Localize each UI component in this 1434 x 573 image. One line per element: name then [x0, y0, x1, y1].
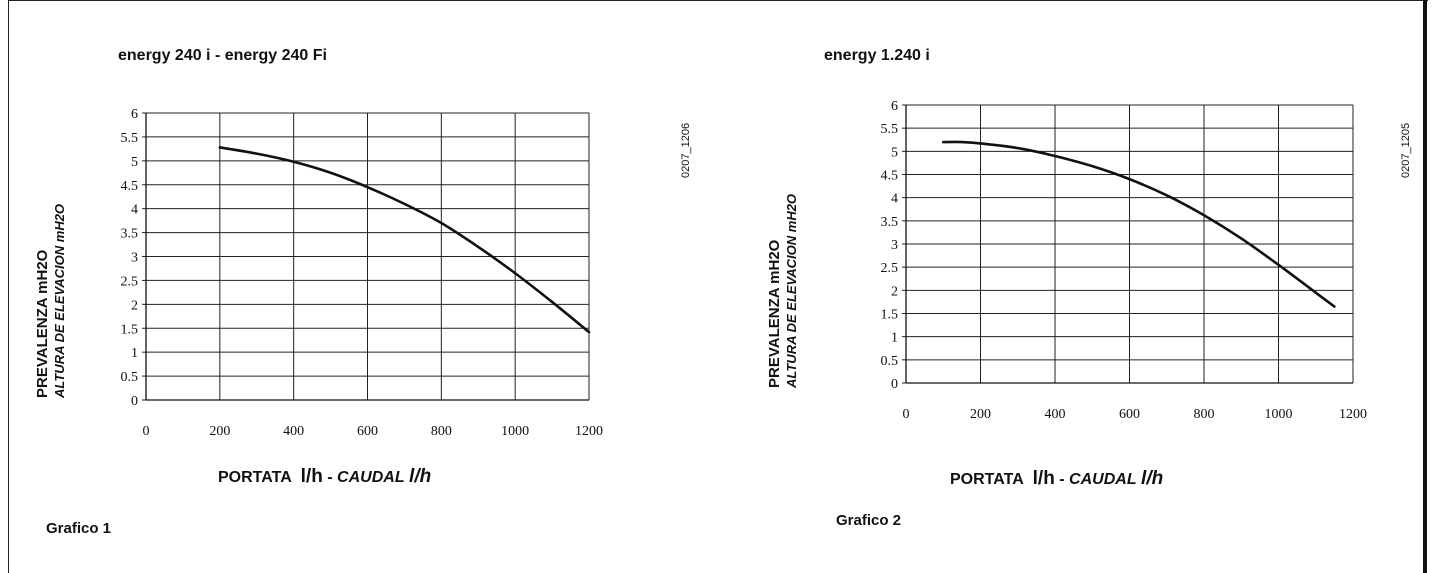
x-tick-label: 600	[357, 424, 378, 439]
chart-1-title: energy 240 i - energy 240 Fi	[118, 47, 327, 64]
x-tick-label: 1200	[1339, 407, 1367, 422]
frame-top-border	[8, 0, 1428, 1]
y-tick-label: 5	[131, 155, 138, 170]
chart-2-xlabel-main: PORTATA	[950, 471, 1024, 488]
y-tick-label: 3	[131, 251, 138, 266]
y-tick-label: 0	[891, 377, 898, 392]
chart-2-caption: Grafico 2	[836, 512, 902, 529]
y-tick-label: 2	[131, 298, 138, 313]
y-tick-label: 2.5	[121, 274, 139, 289]
x-tick-label: 0	[903, 407, 910, 422]
y-tick-label: 6	[891, 99, 898, 114]
x-tick-label: 1000	[1265, 407, 1293, 422]
x-tick-label: 400	[1045, 407, 1066, 422]
y-tick-label: 0.5	[881, 354, 899, 369]
chart-2-xlabel: PORTATA l/h - CAUDAL l/h	[950, 468, 1163, 490]
x-tick-label: 800	[431, 424, 452, 439]
y-tick-label: 4	[131, 203, 138, 218]
y-tick-label: 0.5	[121, 370, 139, 385]
y-tick-label: 1.5	[881, 308, 899, 323]
x-tick-label: 0	[143, 424, 150, 439]
y-tick-label: 0	[131, 394, 138, 409]
series-curve	[941, 140, 1336, 308]
chart-1-caption: Grafico 1	[46, 520, 112, 537]
y-tick-label: 4.5	[121, 179, 139, 194]
y-tick-label: 2	[891, 284, 898, 299]
chart-1-xlabel-sep: -	[322, 469, 338, 486]
y-tick-label: 3.5	[121, 227, 139, 242]
y-tick-label: 4.5	[881, 169, 899, 184]
chart-1-xlabel-unit: l/h	[300, 466, 323, 487]
chart-1-xlabel: PORTATA l/h - CAUDAL l/h	[218, 466, 431, 488]
y-tick-label: 3	[891, 238, 898, 253]
y-tick-label: 1.5	[121, 322, 139, 337]
x-tick-label: 1000	[501, 424, 529, 439]
chart-1-xlabel-alt-unit: l/h	[409, 466, 432, 487]
chart-2-xlabel-unit: l/h	[1032, 468, 1055, 489]
x-tick-label: 600	[1119, 407, 1140, 422]
y-tick-label: 2.5	[881, 261, 899, 276]
chart-2-title: energy 1.240 i	[824, 47, 930, 64]
chart-2-xlabel-alt: CAUDAL	[1069, 471, 1137, 488]
frame-left-border	[8, 0, 9, 573]
x-tick-label: 800	[1194, 407, 1215, 422]
y-tick-label: 5.5	[881, 122, 899, 137]
x-tick-label: 400	[283, 424, 304, 439]
y-tick-label: 1	[131, 346, 138, 361]
chart-1-xlabel-main: PORTATA	[218, 469, 292, 486]
x-tick-label: 1200	[575, 424, 603, 439]
y-tick-label: 5.5	[121, 131, 139, 146]
y-tick-label: 6	[131, 107, 138, 122]
y-tick-label: 1	[891, 331, 898, 346]
frame-right-border	[1423, 0, 1427, 573]
chart-2-xlabel-alt-unit: l/h	[1141, 468, 1164, 489]
chart-1-xlabel-alt: CAUDAL	[337, 469, 405, 486]
chart-2-xlabel-sep: -	[1054, 471, 1070, 488]
x-tick-label: 200	[209, 424, 230, 439]
series-curve	[218, 146, 591, 334]
y-tick-label: 5	[891, 145, 898, 160]
x-tick-label: 200	[970, 407, 991, 422]
y-tick-label: 4	[891, 192, 898, 207]
y-tick-label: 3.5	[881, 215, 899, 230]
